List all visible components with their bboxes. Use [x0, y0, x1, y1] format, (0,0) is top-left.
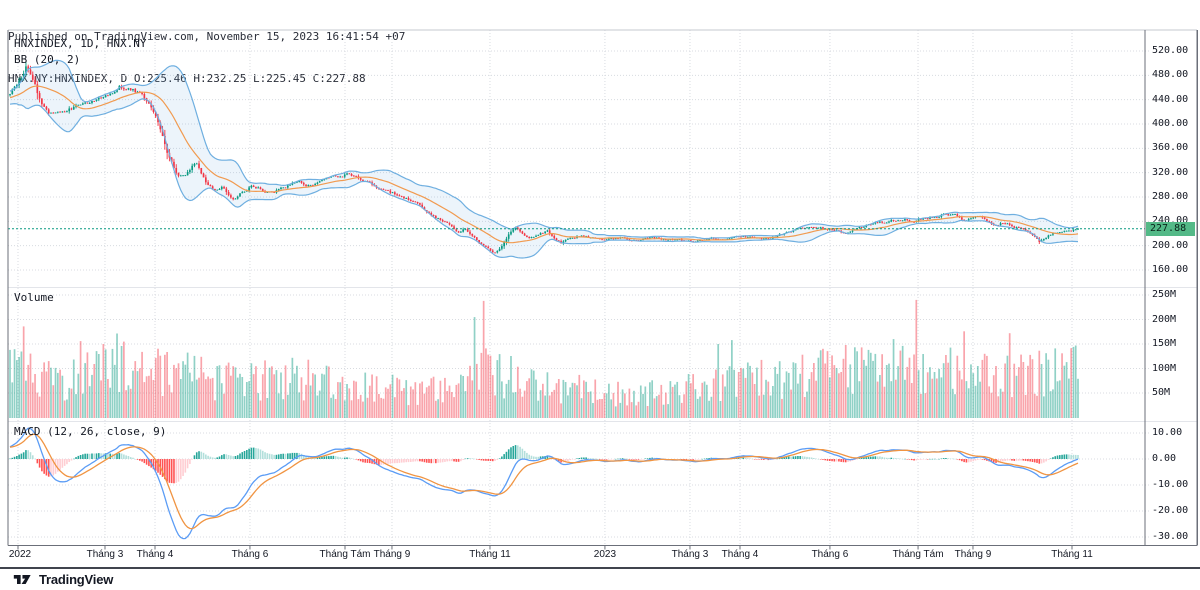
macd-pane-label[interactable]: MACD (12, 26, close, 9) — [14, 425, 167, 438]
price-axis-label: 400.00 — [1152, 117, 1189, 129]
volume-axis-label: 50M — [1152, 387, 1171, 398]
time-axis-label: 2022 — [8, 549, 32, 560]
time-axis-label: Tháng 9 — [954, 549, 992, 560]
legend-bb-indicator[interactable]: BB (20, 2) — [14, 53, 81, 66]
price-axis-label: 160.00 — [1152, 263, 1189, 275]
time-axis-label: 2023 — [593, 549, 617, 560]
time-axis[interactable]: 2022 Tháng 3 Tháng 4 Tháng 6 Tháng Tám Tháng … — [0, 546, 1200, 565]
time-axis-label: Tháng Tám — [892, 549, 944, 560]
chart-legend: HNXINDEX, 1D, HNX.NY BB (20, 2) — [14, 36, 146, 68]
price-axis-label: 320.00 — [1152, 166, 1189, 178]
price-axis-label: 520.00 — [1152, 45, 1189, 56]
legend-symbol-title[interactable]: HNXINDEX, 1D, HNX.NY — [14, 37, 147, 50]
price-axis-label: 440.00 — [1152, 93, 1189, 105]
time-axis-label: Tháng 9 — [373, 549, 411, 560]
price-axis-label: 200.00 — [1152, 239, 1189, 251]
price-axis-label: 480.00 — [1152, 69, 1189, 81]
time-axis-label: Tháng 3 — [86, 549, 124, 560]
time-axis-label: Tháng 11 — [1051, 549, 1093, 560]
time-axis-label: Tháng Tám — [319, 549, 371, 560]
volume-axis-label: 250M — [1152, 289, 1177, 300]
macd-axis-label: -10.00 — [1152, 479, 1189, 490]
price-axis-label: 360.00 — [1152, 142, 1189, 154]
volume-axis-label: 200M — [1152, 313, 1177, 325]
price-axis-label: 280.00 — [1152, 190, 1189, 202]
tradingview-brand[interactable]: TradingView — [39, 572, 114, 587]
price-axis[interactable]: 520.00 480.00 440.00 400.00 360.00 320.00 280.… — [1145, 30, 1200, 546]
time-axis-label: Tháng 4 — [721, 549, 759, 560]
volume-axis-label: 100M — [1152, 362, 1177, 374]
volume-axis-label: 150M — [1152, 338, 1177, 349]
macd-axis-label: 0.00 — [1152, 453, 1177, 464]
macd-axis-label: -30.00 — [1152, 531, 1189, 542]
time-axis-label: Tháng 4 — [136, 549, 174, 560]
tradingview-logo-icon[interactable] — [12, 572, 32, 587]
time-axis-label: Tháng 3 — [671, 549, 709, 560]
macd-axis-label: -20.00 — [1152, 505, 1189, 516]
price-axis-label: 240.00 — [1152, 215, 1189, 227]
time-axis-label: Tháng 11 — [469, 549, 511, 560]
published-line: Published on TradingView.com, November 1… — [8, 30, 406, 43]
last-price-badge: 227.88 — [1146, 222, 1195, 236]
volume-pane-label[interactable]: Volume — [14, 291, 54, 304]
time-axis-label: Tháng 6 — [811, 549, 849, 560]
macd-axis-label: 10.00 — [1152, 427, 1183, 438]
snapshot-footer: TradingView — [0, 567, 1200, 590]
time-axis-label: Tháng 6 — [231, 549, 269, 560]
